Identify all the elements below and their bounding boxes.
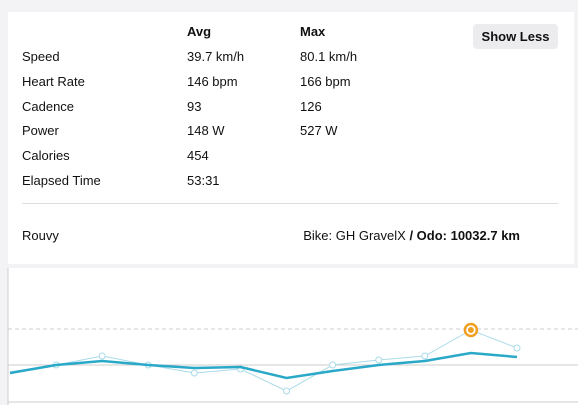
show-less-button[interactable]: Show Less [473, 24, 558, 49]
row-label: Calories [22, 148, 70, 164]
point [421, 352, 429, 360]
chart-bg [8, 268, 578, 405]
point [283, 387, 291, 395]
column-header: Max [300, 24, 326, 39]
cell-value: 53:31 [187, 173, 220, 188]
point [190, 369, 198, 377]
odometer: / Odo: 10032.7 km [409, 228, 520, 243]
separator [22, 203, 558, 204]
highlight-point-core [467, 327, 474, 333]
cell-value: 126 [300, 98, 322, 114]
source: Rouvy [22, 228, 59, 243]
cell-value: 166 bpm [300, 73, 351, 89]
point [98, 352, 106, 360]
point [329, 361, 337, 369]
bike: Bike: GH GravelX [303, 228, 406, 243]
cell-value: 39.7 km/h [187, 49, 245, 64]
row-label: Cadence [22, 98, 75, 114]
series-line [9, 351, 518, 380]
point [375, 356, 383, 364]
cell-value: 148 W [187, 123, 225, 139]
chart [7, 268, 578, 405]
cell-value: 80.1 km/h [300, 49, 358, 64]
cell-value: 527 W [300, 123, 338, 139]
column-header: Avg [187, 24, 212, 39]
cell-value: 93 [187, 98, 202, 114]
series-line [9, 329, 518, 392]
point [513, 344, 521, 352]
bike-info: Bike: GH GravelX / Odo: 10032.7 km [303, 228, 520, 243]
cell-value: 454 [187, 148, 209, 164]
row-label: Speed [22, 49, 60, 64]
row-label: Power [22, 123, 59, 139]
stats-card: Show Less Rouvy Bike: GH GravelX / Odo: … [8, 12, 574, 264]
row-label: Elapsed Time [22, 173, 101, 188]
row-label: Heart Rate [22, 73, 85, 89]
cell-value: 146 bpm [187, 73, 238, 89]
